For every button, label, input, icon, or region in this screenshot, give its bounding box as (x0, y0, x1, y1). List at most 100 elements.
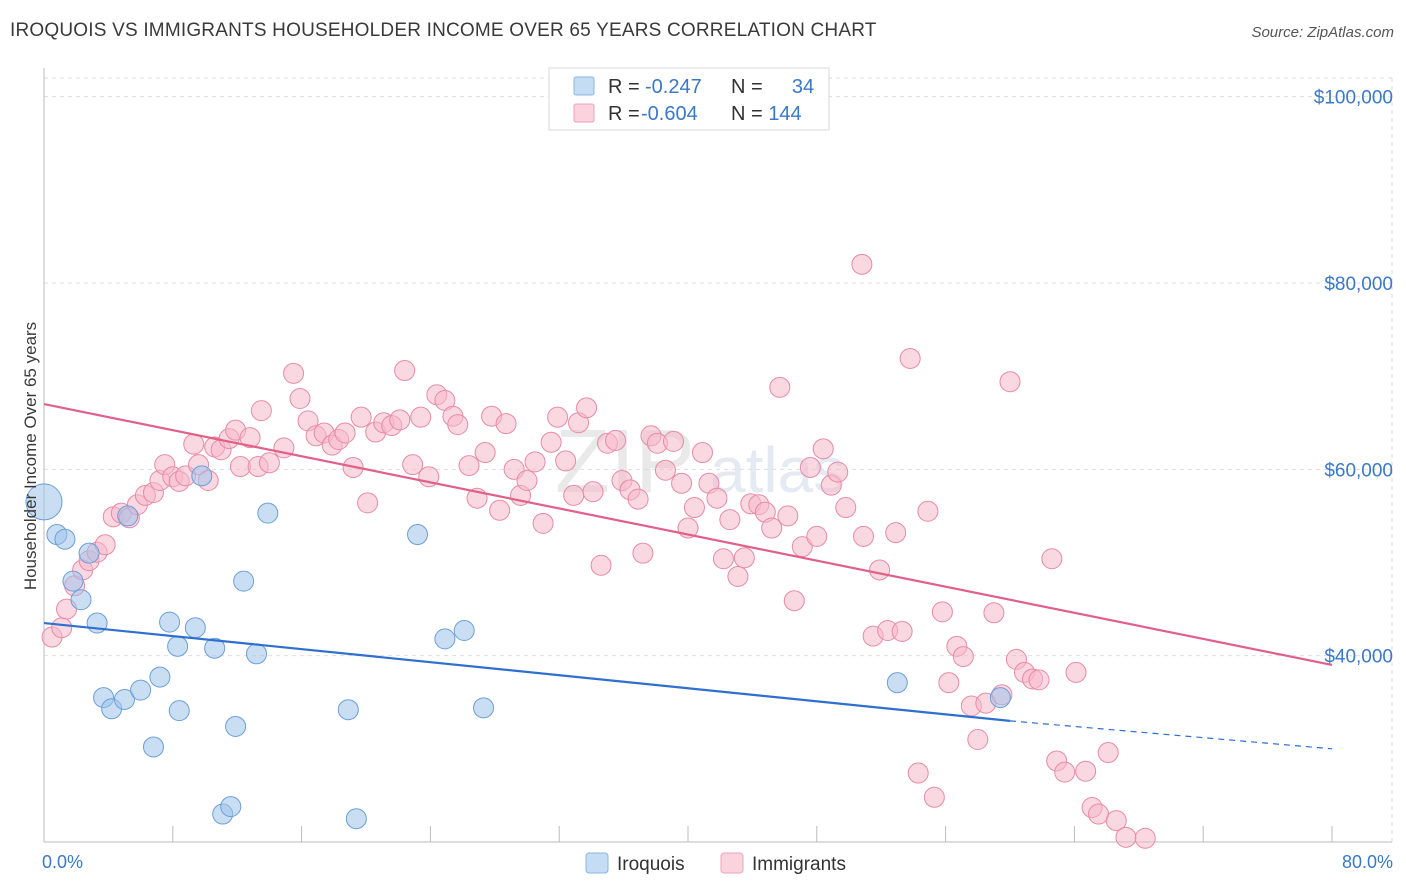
y-tick-label-0: $40,000 (1324, 647, 1393, 668)
iroquois-point (25, 483, 63, 521)
immigrants-point (516, 469, 538, 491)
immigrants-point (891, 620, 913, 642)
iroquois-point (130, 679, 152, 701)
immigrants-point (250, 400, 272, 422)
immigrants-point (458, 455, 480, 477)
series-iroquois (25, 465, 1011, 830)
x-tick-labels: 0.0% 80.0% (42, 852, 1393, 872)
legend-r-value-2: -0.604 (641, 103, 698, 125)
iroquois-point (989, 687, 1011, 709)
legend-bottom-label-immigrants: Immigrants (752, 854, 846, 875)
immigrants-point (827, 461, 849, 483)
immigrants-point (733, 547, 755, 569)
legend-r-label-1: R = (608, 76, 640, 98)
immigrants-point (1097, 742, 1119, 764)
immigrants-point (835, 497, 857, 519)
immigrants-point (851, 253, 873, 275)
immigrants-point (923, 786, 945, 808)
x-tick-label-1: 80.0% (1342, 852, 1393, 872)
immigrants-point (590, 554, 612, 576)
iroquois-point (233, 570, 255, 592)
legend-swatch-immigrants (573, 103, 595, 123)
x-tick-label-0: 0.0% (42, 852, 83, 872)
immigrants-point (1065, 661, 1087, 683)
y-axis-label: Householder Income Over 65 years (21, 322, 40, 590)
immigrants-point (769, 376, 791, 398)
immigrants-trend-line (43, 403, 1333, 667)
iroquois-point (257, 502, 279, 524)
immigrants-point (389, 409, 411, 431)
y-tick-labels: $40,000 $60,000 $80,000 $100,000 (1314, 88, 1393, 668)
legend-swatch-iroquois (573, 76, 595, 96)
immigrants-point (258, 452, 280, 474)
immigrants-point (1028, 669, 1050, 691)
iroquois-trend-line (43, 621, 1011, 722)
immigrants-point (671, 472, 693, 494)
immigrants-point (402, 454, 424, 476)
immigrants-point (952, 646, 974, 668)
iroquois-point (191, 465, 213, 487)
chart-source: Source: ZipAtlas.com (1251, 24, 1394, 41)
chart-title: IROQUOIS VS IMMIGRANTS HOUSEHOLDER INCOM… (10, 20, 877, 41)
iroquois-point (225, 715, 247, 737)
immigrants-point (885, 522, 907, 544)
immigrants-point (931, 601, 953, 623)
iroquois-point (434, 628, 456, 650)
immigrants-point (51, 617, 73, 639)
immigrants-point (719, 509, 741, 531)
immigrants-point (1134, 827, 1156, 849)
legend-n-label-1: N = (731, 76, 763, 98)
axes (43, 68, 1392, 843)
iroquois-point (117, 505, 139, 527)
iroquois-point (204, 637, 226, 659)
legend-n-value-1: 34 (792, 76, 814, 98)
immigrants-point (1054, 761, 1076, 783)
immigrants-point (852, 525, 874, 547)
immigrants-point (532, 512, 554, 534)
iroquois-point (345, 808, 367, 830)
iroquois-point (167, 635, 189, 657)
iroquois-point (473, 697, 495, 719)
legend-bottom-swatch-iroquois (585, 852, 609, 874)
legend-n-label-2: N = (731, 103, 763, 125)
immigrants-point (869, 559, 891, 581)
iroquois-point (149, 666, 171, 688)
immigrants-point (777, 505, 799, 527)
immigrants-point (899, 347, 921, 369)
y-tick-label-2: $80,000 (1324, 274, 1393, 295)
iroquois-point (142, 736, 164, 758)
immigrants-point (967, 729, 989, 751)
immigrants-point (289, 388, 311, 410)
immigrants-point (183, 433, 205, 455)
iroquois-point (159, 611, 181, 633)
legend-top-box (548, 67, 830, 131)
immigrants-point (447, 414, 469, 436)
immigrants-point (706, 487, 728, 509)
iroquois-point (78, 542, 100, 564)
immigrants-point (627, 488, 649, 510)
iroquois-point (337, 699, 359, 721)
y-tick-label-3: $100,000 (1314, 88, 1393, 109)
immigrants-point (563, 484, 585, 506)
immigrants-point (799, 456, 821, 478)
immigrants-point (1088, 803, 1110, 825)
immigrants-point (999, 371, 1021, 393)
legend-top: R = -0.247 N = 34 R = -0.604 N = 144 (548, 67, 830, 131)
immigrants-point (495, 413, 517, 435)
legend-bottom: Iroquois Immigrants (585, 852, 846, 875)
immigrants-point (229, 456, 251, 478)
immigrants-point (283, 362, 305, 384)
immigrants-point (605, 429, 627, 451)
iroquois-point (220, 796, 242, 818)
immigrants-point (712, 548, 734, 570)
immigrants-point (410, 406, 432, 428)
immigrants-point (806, 525, 828, 547)
immigrants-point (357, 492, 379, 514)
immigrants-point (394, 360, 416, 382)
iroquois-point (886, 672, 908, 694)
immigrants-point (576, 397, 598, 419)
immigrants-point (907, 762, 929, 784)
series-immigrants (41, 253, 1156, 849)
trend-lines (43, 403, 1333, 750)
